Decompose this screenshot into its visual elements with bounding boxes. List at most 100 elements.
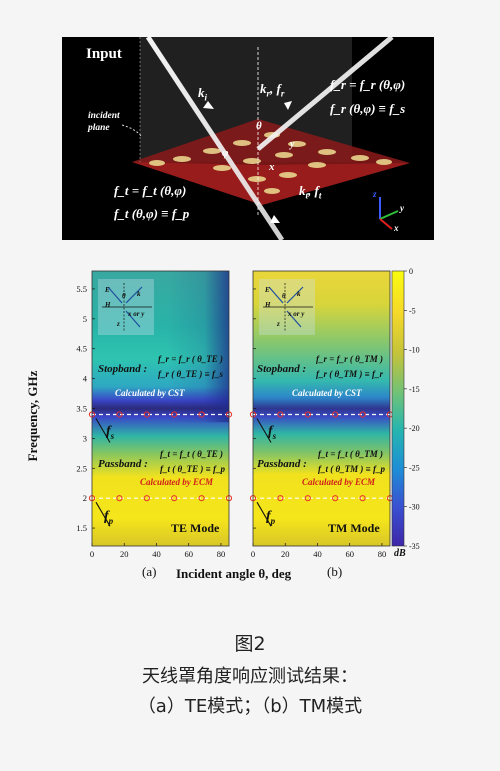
panel-b-ecm-label: Calculated by ECM	[302, 477, 376, 487]
x-tick-label: 20	[120, 549, 129, 559]
panel-a-cst-label: Calculated by CST	[115, 388, 185, 398]
y-tick-label: 2	[83, 493, 87, 503]
fs-arrow	[256, 418, 272, 443]
ft-equation-1: f_t = f_t (θ,φ)	[114, 183, 187, 198]
panel-b-inset-k: k	[297, 290, 301, 298]
cst-marker	[332, 411, 339, 418]
ecm-marker	[198, 495, 205, 502]
panel-a-inset-z: z	[117, 320, 120, 328]
panel-b-passband-label: Passband :	[257, 458, 307, 470]
panel-a-mode-label: TE Mode	[171, 521, 220, 535]
x-tick-label: 20	[281, 549, 290, 559]
panel-a-inset-axis: x or y	[128, 310, 145, 318]
panel-b-inset-z: z	[277, 320, 280, 328]
fr-equation-1: f_r = f_r (θ,φ)	[330, 77, 406, 92]
caption-line-2: （a）TE模式；（b）TM模式	[137, 696, 363, 717]
incident-diagram-panel: Input ki kr, fr incident plane θ φ y x f…	[62, 37, 434, 240]
x-tick-label: 40	[152, 549, 161, 559]
panel-a-stop-eq1: f_r = f_r ( θ_TE )	[158, 354, 224, 364]
panel-b-label: (b)	[327, 564, 343, 579]
panel-b-fp-label: fp	[266, 509, 276, 526]
cst-marker	[116, 411, 123, 418]
ecm-marker	[359, 495, 366, 502]
ecm-marker	[332, 495, 339, 502]
panel-b-inset-E: E	[265, 286, 270, 294]
panel-a-fs-label: fs	[106, 424, 115, 441]
heatmap-background	[253, 271, 390, 546]
x-axis-label: Incident angle θ, deg	[176, 566, 292, 581]
theta-label: θ	[256, 120, 262, 132]
colorbar-tick-label: -10	[409, 346, 420, 355]
caption-line-1: 天线罩角度响应测试结果：	[142, 666, 358, 687]
ecm-marker	[171, 495, 178, 502]
fp-arrow	[95, 501, 111, 527]
panel-frame	[252, 270, 391, 547]
y-tick-label: 4	[83, 374, 88, 384]
colorbar	[391, 270, 405, 547]
heatmap-panel-a: 1.5 2 2.5 3 3.5 4 4.5 5 5.5 0 20 40 60 80	[76, 270, 233, 559]
colorbar-tick-label: -20	[409, 424, 420, 433]
cst-marker	[304, 411, 311, 418]
figure-caption: 图2 天线罩角度响应测试结果： （a）TE模式；（b）TM模式	[0, 630, 500, 722]
cst-marker	[143, 411, 150, 418]
phi-label: φ	[222, 147, 229, 159]
y-tick-label: 2.5	[76, 463, 87, 473]
ecm-marker	[304, 495, 311, 502]
colorbar-tick-label: 0	[409, 267, 413, 276]
ft-equation-2: f_t (θ,φ) ≡ f_p	[114, 206, 190, 221]
x-tick-label: 60	[345, 549, 354, 559]
heatmap-figure: 1.5 2 2.5 3 3.5 4 4.5 5 5.5 0 20 40 60 80 0 20 40 60 80 0 -…	[0, 258, 500, 588]
y-tick-label: 3.5	[76, 404, 87, 414]
slab-x-label: x	[269, 161, 275, 173]
x-tick-label: 80	[217, 549, 226, 559]
colorbar-tick-label: -25	[409, 463, 420, 472]
y-tick-label: 1.5	[76, 523, 87, 533]
inset-transmitted-arrow	[286, 310, 302, 328]
heatmap-panel-b: 0 20 40 60 80	[249, 270, 394, 559]
panel-a-pass-eq2: f_t ( θ_TE ) ≡ f_p	[160, 464, 226, 474]
inset-transmitted-arrow	[125, 310, 141, 328]
ki-label: ki	[198, 85, 208, 103]
panel-a-fp-label: fp	[104, 509, 114, 526]
panel-b-inset-theta: θ	[282, 292, 286, 300]
panel-b-stop-eq2: f_r ( θ_TM ) ≡ f_r	[316, 369, 384, 379]
panel-a-stopband-label: Stopband :	[98, 363, 148, 375]
panel-b-inset-H: H	[265, 301, 271, 309]
axis-y-label: y	[400, 203, 404, 213]
x-tick-label: 60	[184, 549, 193, 559]
fp-arrow	[256, 501, 272, 527]
fr-equation-2: f_r (θ,φ) ≡ f_s	[330, 101, 406, 116]
panel-frame	[91, 270, 230, 547]
cst-marker	[359, 411, 366, 418]
panel-a-ecm-label: Calculated by ECM	[140, 477, 214, 487]
panel-b-pass-eq1: f_t = f_t ( θ_TM )	[318, 449, 384, 459]
colorbar-tick-label: -5	[409, 306, 416, 315]
y-tick-label: 4.5	[76, 344, 87, 354]
panel-b-mode-label: TM Mode	[328, 521, 380, 535]
input-label: Input	[86, 46, 122, 62]
ecm-marker	[143, 495, 150, 502]
incident-plane-label: incident plane	[88, 111, 120, 133]
incident-plane-shape	[140, 37, 352, 162]
heatmap-dark-region	[167, 271, 229, 423]
fs-arrow	[95, 418, 111, 443]
cst-marker	[171, 411, 178, 418]
kt-ft-label: kt, ft	[299, 183, 322, 201]
panel-a-pass-eq1: f_t = f_t ( θ_TE )	[160, 449, 224, 459]
panel-a-label: (a)	[142, 564, 157, 579]
ecm-marker	[277, 495, 284, 502]
incident-beam	[145, 37, 285, 240]
panel-a-stop-eq2: f_r ( θ_TE ) ≡ f_s	[158, 369, 224, 379]
panel-b-pass-eq2: f_t ( θ_TM ) ≡ f_p	[318, 464, 386, 474]
panel-b-stopband-label: Stopband :	[257, 363, 307, 375]
axis-z-label: z	[373, 189, 377, 199]
coordinate-axes	[379, 197, 399, 230]
panel-b-fs-label: fs	[268, 424, 277, 441]
panel-a-passband-label: Passband :	[98, 458, 148, 470]
y-axis-label: Frequency, GHz	[25, 370, 40, 462]
panel-a-inset-k: k	[137, 290, 141, 298]
reflected-beam	[256, 37, 394, 151]
panel-b-stop-eq1: f_r = f_r ( θ_TM )	[316, 354, 384, 364]
colorbar-tick-label: -35	[409, 542, 420, 551]
kr-fr-label: kr, fr	[260, 81, 285, 99]
